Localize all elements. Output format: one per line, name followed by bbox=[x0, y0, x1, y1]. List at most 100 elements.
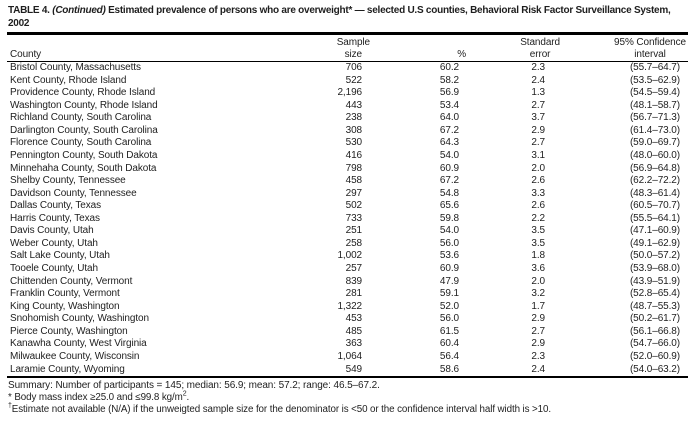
confidence-interval-cell: (47.1–60.9) bbox=[629, 225, 680, 237]
county-cell: Bristol County, Massachusetts bbox=[10, 62, 141, 73]
column-header-county: County bbox=[7, 35, 302, 62]
percent-cell: 64.0 bbox=[439, 112, 459, 124]
table-row: Providence County, Rhode Island 2,196 56.9… bbox=[7, 87, 688, 100]
sample-size-cell: 453 bbox=[345, 313, 362, 325]
sample-size-cell: 706 bbox=[345, 62, 362, 73]
sample-size-cell: 258 bbox=[345, 237, 362, 249]
table-row: Milwaukee County, Wisconsin 1,064 56.4 2.3 (… bbox=[7, 351, 688, 364]
percent-cell: 65.6 bbox=[439, 200, 459, 212]
table-row: Chittenden County, Vermont 839 47.9 2.0 (43.… bbox=[7, 276, 688, 289]
sample-size-cell: 308 bbox=[345, 124, 362, 136]
county-cell: Washington County, Rhode Island bbox=[10, 99, 158, 111]
column-header-percent: % bbox=[364, 35, 466, 62]
percent-cell: 60.9 bbox=[439, 263, 459, 274]
county-cell: Snohomish County, Washington bbox=[10, 313, 149, 325]
percent-cell: 67.2 bbox=[439, 175, 459, 187]
percent-cell: 56.9 bbox=[439, 87, 459, 99]
table-title-prefix: TABLE 4. bbox=[8, 5, 53, 16]
table-row: Tooele County, Utah 257 60.9 3.6 (53.9–68.0) bbox=[7, 263, 688, 276]
footnote-dagger: †Estimate not available (N/A) if the unw… bbox=[8, 402, 688, 416]
county-cell: Richland County, South Carolina bbox=[10, 112, 152, 124]
table-row: Davidson County, Tennessee 297 54.8 3.3 (48.… bbox=[7, 188, 688, 201]
confidence-interval-cell: (48.1–58.7) bbox=[629, 99, 680, 111]
table-row: Bristol County, Massachusetts 706 60.2 2.3 (… bbox=[7, 62, 688, 75]
table-row: Laramie County, Wyoming 549 58.6 2.4 (54.0–6… bbox=[7, 364, 688, 378]
column-header-ci-line2: interval bbox=[634, 48, 666, 60]
standard-error-cell: 3.5 bbox=[531, 237, 545, 249]
percent-cell: 61.5 bbox=[439, 325, 459, 337]
percent-cell: 60.9 bbox=[439, 162, 459, 174]
percent-cell: 64.3 bbox=[439, 137, 459, 149]
table-row: Salt Lake County, Utah 1,002 53.6 1.8 (50.0–… bbox=[7, 250, 688, 263]
sample-size-cell: 485 bbox=[345, 325, 362, 337]
confidence-interval-cell: (48.7–55.3) bbox=[629, 300, 680, 312]
column-header-standard-error: Standard error bbox=[461, 35, 560, 62]
standard-error-cell: 3.1 bbox=[531, 149, 545, 161]
summary-line: Summary: Number of participants = 145; m… bbox=[8, 380, 380, 392]
percent-cell: 59.1 bbox=[439, 288, 459, 300]
confidence-interval-cell: (54.0–63.2) bbox=[629, 363, 680, 375]
standard-error-cell: 3.2 bbox=[531, 288, 545, 300]
confidence-interval-cell: (52.0–60.9) bbox=[629, 350, 680, 362]
sample-size-cell: 251 bbox=[345, 225, 362, 237]
standard-error-cell: 2.0 bbox=[531, 162, 545, 174]
sample-size-cell: 443 bbox=[345, 99, 362, 111]
confidence-interval-cell: (49.1–62.9) bbox=[629, 237, 680, 249]
confidence-interval-cell: (43.9–51.9) bbox=[629, 275, 680, 287]
footnote-asterisk-superscript: 2 bbox=[182, 390, 187, 398]
standard-error-cell: 2.4 bbox=[531, 363, 545, 375]
county-cell: Milwaukee County, Wisconsin bbox=[10, 350, 140, 362]
sample-size-cell: 549 bbox=[345, 363, 362, 375]
county-cell: Harris County, Texas bbox=[10, 212, 100, 224]
county-cell: Weber County, Utah bbox=[10, 237, 98, 249]
sample-size-cell: 2,196 bbox=[337, 87, 362, 99]
sample-size-cell: 281 bbox=[345, 288, 362, 300]
table-row: Snohomish County, Washington 453 56.0 2.9 (5… bbox=[7, 313, 688, 326]
county-cell: Tooele County, Utah bbox=[10, 263, 98, 274]
footnotes: * Body mass index ≥25.0 and ≤99.8 kg/m2.… bbox=[7, 390, 688, 416]
standard-error-cell: 2.6 bbox=[531, 175, 545, 187]
table-title-rest: Estimated prevalence of persons who are … bbox=[8, 5, 671, 29]
percent-cell: 56.0 bbox=[439, 313, 459, 325]
sample-size-cell: 502 bbox=[345, 200, 362, 212]
table-row: Weber County, Utah 258 56.0 3.5 (49.1–62.9) bbox=[7, 238, 688, 251]
county-cell: Pierce County, Washington bbox=[10, 325, 128, 337]
sample-size-cell: 257 bbox=[345, 263, 362, 274]
percent-cell: 54.0 bbox=[439, 225, 459, 237]
sample-size-cell: 1,002 bbox=[337, 250, 362, 262]
table-row: Harris County, Texas 733 59.8 2.2 (55.5–64.1… bbox=[7, 213, 688, 226]
standard-error-cell: 2.9 bbox=[531, 124, 545, 136]
footnote-dagger-marker: † bbox=[8, 402, 12, 410]
standard-error-cell: 2.3 bbox=[531, 62, 545, 73]
county-cell: Kanawha County, West Virginia bbox=[10, 338, 147, 350]
county-cell: Davidson County, Tennessee bbox=[10, 187, 137, 199]
footnote-asterisk-text: Body mass index ≥25.0 and ≤99.8 kg/m bbox=[11, 392, 183, 404]
percent-cell: 53.6 bbox=[439, 250, 459, 262]
column-header-se-line2: error bbox=[529, 48, 551, 60]
table-row: Kanawha County, West Virginia 363 60.4 2.9 (… bbox=[7, 338, 688, 351]
confidence-interval-cell: (62.2–72.2) bbox=[629, 175, 680, 187]
table-header-row: County Sample size % Standard error 95% Co… bbox=[7, 35, 688, 62]
table-body: Bristol County, Massachusetts 706 60.2 2.3 (… bbox=[7, 62, 688, 378]
confidence-interval-cell: (55.5–64.1) bbox=[629, 212, 680, 224]
footnote-asterisk: * Body mass index ≥25.0 and ≤99.8 kg/m2. bbox=[8, 390, 688, 404]
percent-cell: 52.0 bbox=[439, 300, 459, 312]
sample-size-cell: 839 bbox=[345, 275, 362, 287]
confidence-interval-cell: (50.0–57.2) bbox=[629, 250, 680, 262]
column-header-ci-line1: 95% Confidence bbox=[614, 37, 686, 48]
sample-size-cell: 363 bbox=[345, 338, 362, 350]
percent-cell: 47.9 bbox=[439, 275, 459, 287]
percent-cell: 58.2 bbox=[439, 74, 459, 86]
county-cell: Pennington County, South Dakota bbox=[10, 149, 158, 161]
standard-error-cell: 2.2 bbox=[531, 212, 545, 224]
sample-size-cell: 238 bbox=[345, 112, 362, 124]
county-cell: Chittenden County, Vermont bbox=[10, 275, 133, 287]
standard-error-cell: 2.9 bbox=[531, 338, 545, 350]
table-row: Kent County, Rhode Island 522 58.2 2.4 (53.5… bbox=[7, 75, 688, 88]
standard-error-cell: 2.4 bbox=[531, 74, 545, 86]
percent-cell: 53.4 bbox=[439, 99, 459, 111]
standard-error-cell: 2.6 bbox=[531, 200, 545, 212]
prevalence-table: County Sample size % Standard error 95% Co… bbox=[7, 35, 688, 378]
county-cell: Darlington County, South Carolina bbox=[10, 124, 158, 136]
confidence-interval-cell: (54.5–59.4) bbox=[629, 87, 680, 99]
